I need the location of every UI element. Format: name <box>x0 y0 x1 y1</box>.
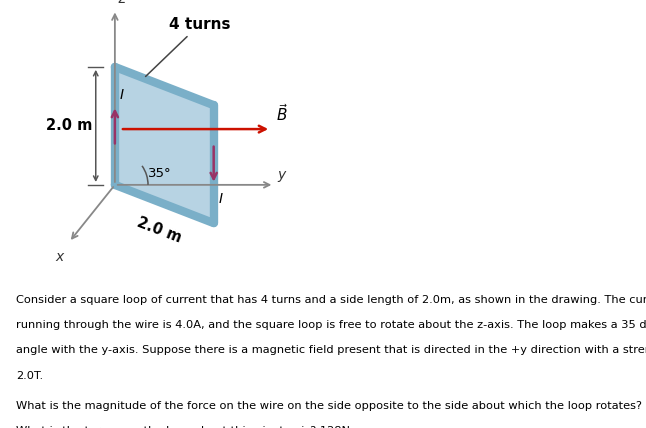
Text: 2.0 m: 2.0 m <box>47 119 92 134</box>
Text: Consider a square loop of current that has 4 turns and a side length of 2.0m, as: Consider a square loop of current that h… <box>16 295 646 305</box>
Text: running through the wire is 4.0A, and the square loop is free to rotate about th: running through the wire is 4.0A, and th… <box>16 320 646 330</box>
Text: x: x <box>56 250 64 264</box>
Polygon shape <box>115 67 214 223</box>
Text: y: y <box>277 168 286 181</box>
Text: angle with the y-axis. Suppose there is a magnetic field present that is directe: angle with the y-axis. Suppose there is … <box>16 345 646 355</box>
Text: $\vec{B}$: $\vec{B}$ <box>276 103 289 124</box>
Text: I: I <box>218 192 222 206</box>
Text: z: z <box>118 0 125 6</box>
Text: What is the torque on the loop about this pivot axis? 128Nm: What is the torque on the loop about thi… <box>16 426 361 428</box>
Text: 35°: 35° <box>148 167 172 180</box>
Text: 4 turns: 4 turns <box>145 17 231 77</box>
Text: I: I <box>120 88 123 102</box>
Text: What is the magnitude of the force on the wire on the side opposite to the side : What is the magnitude of the force on th… <box>16 401 646 411</box>
Text: 2.0 m: 2.0 m <box>136 215 184 246</box>
Text: 2.0T.: 2.0T. <box>16 371 43 380</box>
